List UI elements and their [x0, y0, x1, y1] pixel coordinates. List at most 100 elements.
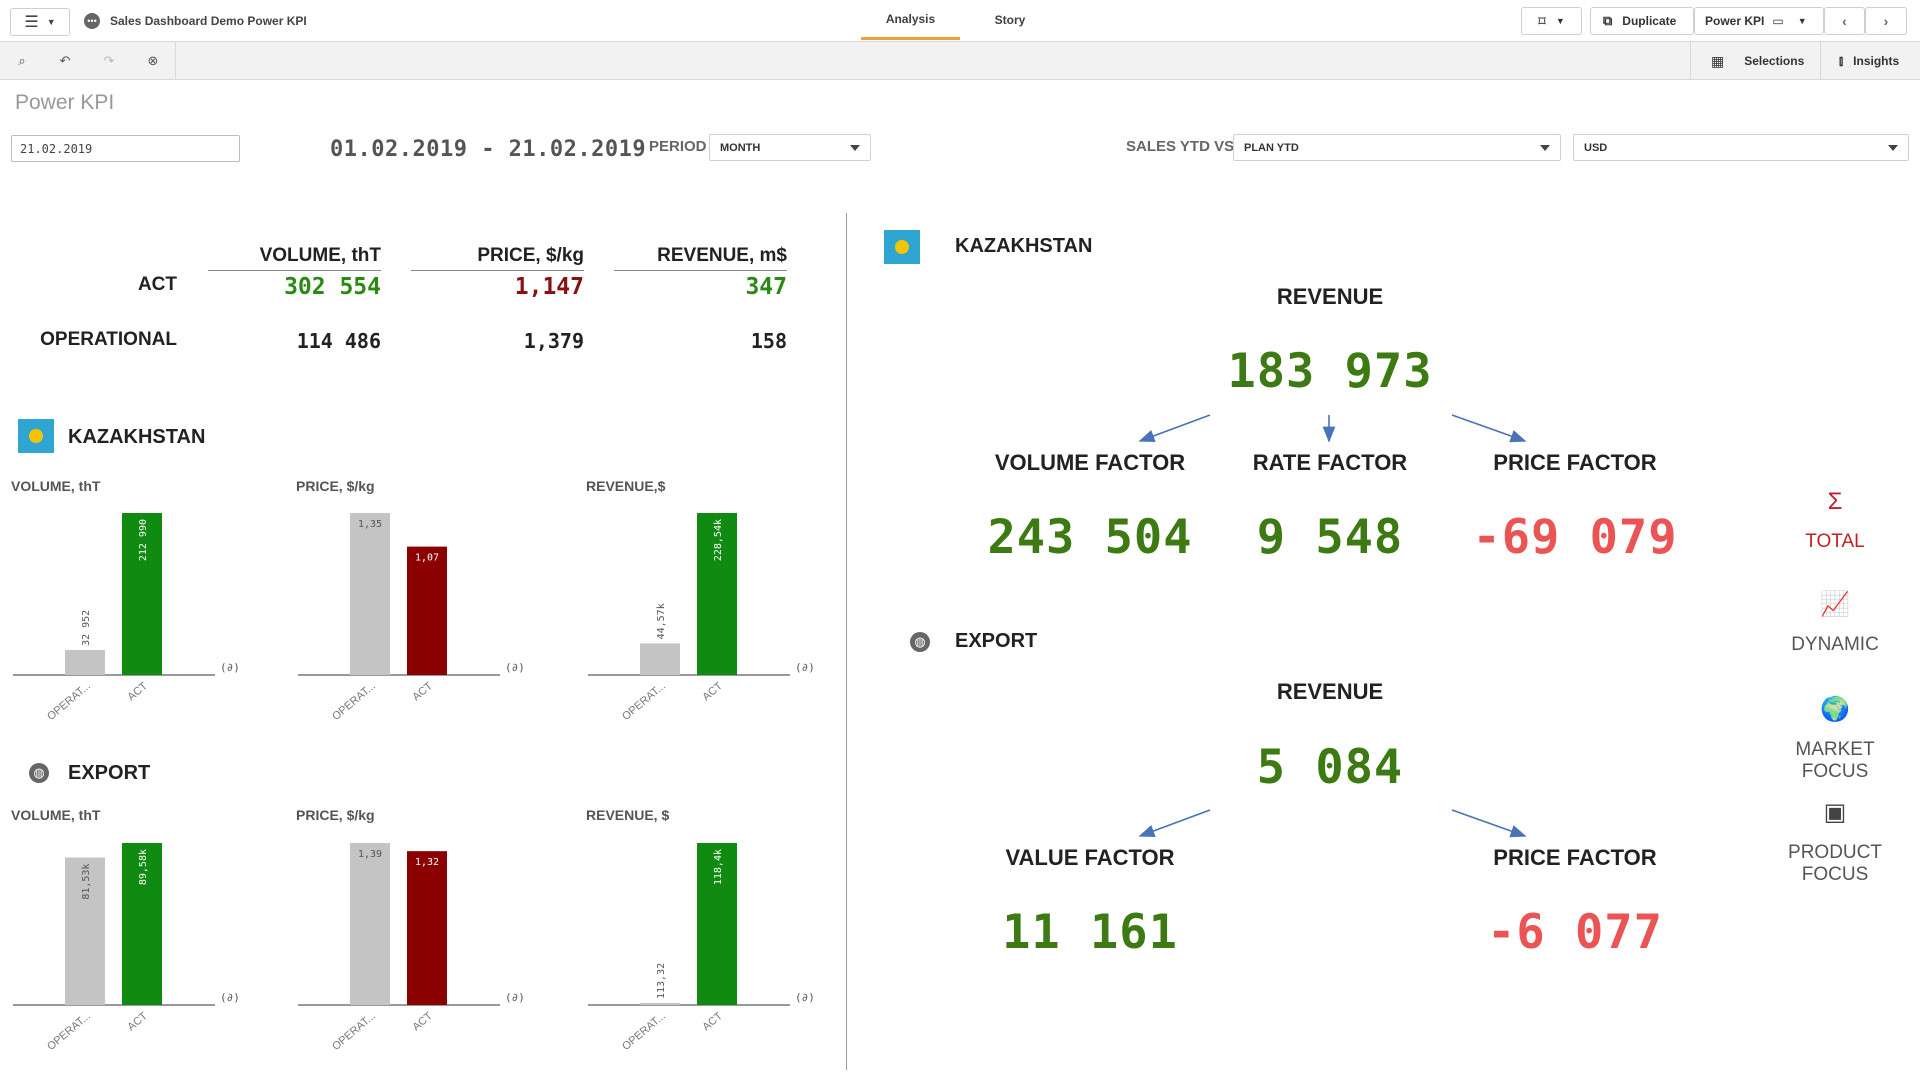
bar-value-label: 89,58k [138, 849, 149, 885]
chart-explore-label: (∂) [505, 661, 525, 674]
sheet-title: Power KPI [15, 91, 115, 114]
kpi-row-label-operational: OPERATIONAL [40, 329, 177, 350]
kz-price-chart: 1,35 OPERAT... 1,07 ACT (∂) [298, 513, 525, 720]
nav-dynamic[interactable]: 📈 DYNAMIC [1775, 590, 1895, 656]
arrow-icon [1451, 414, 1527, 443]
export-revenue-value: 5 084 [1256, 740, 1404, 795]
x-tick-label: ACT [125, 1010, 150, 1034]
chart-bar [350, 513, 390, 675]
chart-explore-label: (∂) [795, 991, 815, 1004]
currency-select[interactable]: USD [1573, 134, 1909, 161]
chart-bar [407, 546, 447, 675]
bar-value-label: 1,07 [415, 553, 439, 564]
kpi-row-label-act: ACT [137, 274, 177, 295]
bookmark-button[interactable]: ⌑ ▼ [1521, 7, 1582, 35]
kpi-operational-volume: 114 486 [296, 329, 381, 353]
kz-revenue-chart: 44,57k OPERAT... 228,54k ACT (∂) [588, 513, 815, 720]
nav-market-focus[interactable]: 🌍 MARKET FOCUS [1775, 695, 1895, 783]
kazakhstan-section-title: KAZAKHSTAN [68, 426, 206, 448]
period-select[interactable]: MONTH [709, 134, 871, 161]
duplicate-button[interactable]: ⧉ Duplicate [1590, 7, 1694, 35]
bar-value-label: 44,57k [656, 603, 667, 639]
arrow-icon [1138, 414, 1211, 442]
caret-down-icon [850, 145, 860, 151]
kz-rate-factor-label: RATE FACTOR [1252, 450, 1408, 475]
bar-value-label: 32 952 [81, 610, 92, 646]
chevron-down-icon: ▼ [1797, 16, 1807, 26]
globe-icon: ◍ [29, 763, 49, 783]
chart-bar [697, 513, 737, 675]
tab-story[interactable]: Story [994, 13, 1026, 27]
export-price-factor-label: PRICE FACTOR [1493, 845, 1657, 870]
insights-icon: ⫾ [1839, 53, 1844, 68]
export-revenue-chart: 113,32 OPERAT... 118,4k ACT (∂) [588, 843, 815, 1050]
kazakhstan-flag-icon [18, 419, 54, 453]
chevron-right-icon: › [1883, 13, 1889, 29]
chart-bar [407, 851, 447, 1005]
date-range: 01.02.2019 - 21.02.2019 [330, 137, 647, 162]
chart-bar [640, 643, 680, 675]
caret-down-icon [1888, 145, 1898, 151]
selection-tools: ⌕ ↶ ↷ ⊗ [0, 42, 176, 80]
kz-rate-factor-value: 9 548 [1256, 510, 1404, 565]
globe-icon: ◍ [910, 632, 930, 652]
arrow-icon [1138, 809, 1211, 837]
kpi-header-volume: VOLUME, thT [208, 245, 381, 271]
smart-search-icon[interactable]: ⌕ [18, 53, 26, 68]
export-price-factor-value: -6 077 [1487, 905, 1663, 960]
chart-explore-label: (∂) [795, 661, 815, 674]
x-tick-label: ACT [410, 680, 435, 704]
nav-product-focus[interactable]: ▣ PRODUCT FOCUS [1775, 798, 1895, 886]
step-forward-icon[interactable]: ↷ [103, 53, 115, 68]
previous-sheet-button[interactable]: ‹ [1824, 7, 1865, 35]
top-bar: ☰ ▼ ••• Sales Dashboard Demo Power KPI A… [0, 0, 1920, 42]
x-tick-label: OPERAT... [45, 680, 93, 720]
period-label: PERIOD [649, 138, 707, 155]
x-tick-label: OPERAT... [330, 680, 378, 720]
insights-button[interactable]: ⫾ Insights [1820, 42, 1920, 80]
selections-button[interactable]: ▦ Selections [1690, 42, 1820, 80]
bar-value-label: 212 990 [138, 519, 149, 561]
kz-price-factor-label: PRICE FACTOR [1493, 450, 1657, 475]
tab-analysis[interactable]: Analysis [861, 0, 960, 40]
export-price-chart-title: PRICE, $/kg [296, 807, 375, 823]
x-tick-label: OPERAT... [620, 1010, 668, 1050]
chart-bar [640, 1003, 680, 1005]
chevron-down-icon: ▼ [1555, 16, 1565, 26]
x-tick-label: ACT [125, 680, 150, 704]
selection-toolbar: ⌕ ↶ ↷ ⊗ ▦ Selections ⫾ Insights [0, 42, 1920, 80]
hamburger-icon: ☰ [24, 14, 39, 31]
nav-total[interactable]: Σ TOTAL [1775, 487, 1895, 553]
export-value-factor-label: VALUE FACTOR [1005, 845, 1175, 870]
export-revenue-chart-title: REVENUE, $ [586, 807, 670, 823]
step-back-icon[interactable]: ↶ [59, 53, 71, 68]
date-field[interactable]: 21.02.2019 [11, 135, 240, 162]
export-section-title: EXPORT [68, 762, 151, 784]
export-revenue-heading: REVENUE [1276, 679, 1384, 704]
kz-revenue-heading: REVENUE [1276, 284, 1384, 309]
export-price-chart: 1,39 OPERAT... 1,32 ACT (∂) [298, 843, 525, 1050]
chevron-down-icon: ▼ [46, 17, 56, 27]
kz-revenue-chart-title: REVENUE,$ [586, 478, 666, 494]
chart-bar [65, 649, 105, 675]
arrow-icon [1451, 809, 1527, 838]
main-menu-button[interactable]: ☰ ▼ [10, 8, 70, 36]
kazakhstan-flag-icon [884, 230, 920, 264]
bar-value-label: 1,39 [358, 849, 382, 860]
sheet-selector-button[interactable]: Power KPI ▭ ▼ [1694, 7, 1824, 35]
kpi-operational-price: 1,379 [523, 329, 584, 353]
bar-value-label: 1,32 [415, 857, 439, 868]
chart-explore-label: (∂) [220, 661, 240, 674]
chart-bar [122, 843, 162, 1005]
bar-value-label: 1,35 [358, 519, 382, 530]
toolbar-right: ▦ Selections ⫾ Insights [1690, 42, 1920, 80]
kz-price-factor-value: -69 079 [1472, 510, 1678, 565]
kz-volume-chart-title: VOLUME, thT [11, 478, 101, 494]
clear-selections-icon[interactable]: ⊗ [147, 53, 159, 68]
kpi-header-price: PRICE, $/kg [411, 245, 584, 271]
next-sheet-button[interactable]: › [1865, 7, 1907, 35]
sales-vs-select[interactable]: PLAN YTD [1233, 134, 1561, 161]
sigma-icon: Σ [1827, 488, 1843, 515]
kpi-act-price: 1,147 [514, 274, 584, 300]
kz-revenue-value: 183 973 [1227, 344, 1433, 399]
